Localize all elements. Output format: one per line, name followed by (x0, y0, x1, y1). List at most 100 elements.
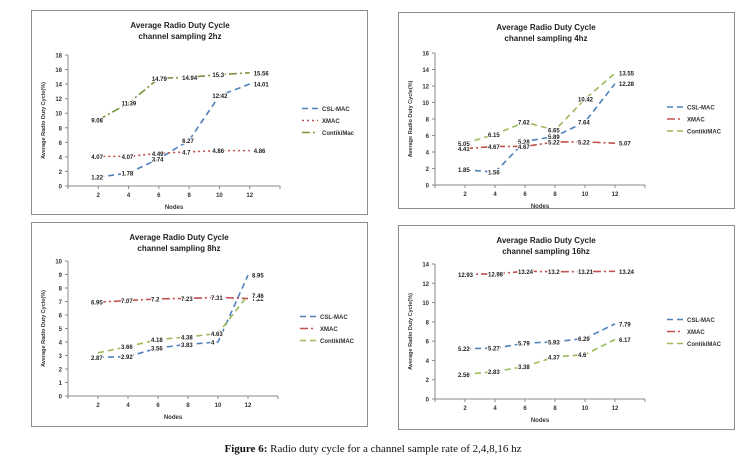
y-tick-label: 14 (422, 263, 429, 269)
data-label: 13.24 (619, 270, 635, 276)
data-label: 10.42 (578, 98, 594, 104)
y-tick-label: 8 (59, 126, 63, 132)
legend-label: CSL-MAC (320, 315, 348, 321)
y-tick-label: 16 (55, 68, 62, 74)
y-tick-label: 12 (55, 97, 62, 103)
chart-subtitle: channel sampling 2hz (138, 32, 221, 41)
x-axis-label: Nodes (531, 418, 550, 424)
legend-label: CSL-MAC (687, 318, 715, 324)
y-tick-label: 14 (55, 83, 62, 89)
y-tick-label: 7 (59, 300, 63, 306)
y-tick-label: 4 (59, 155, 63, 161)
data-label: 4.49 (152, 152, 164, 158)
data-label: 2.87 (91, 356, 103, 362)
data-label: 4.7 (182, 150, 191, 156)
chart-title: Average Radio Duty Cycle (130, 21, 230, 30)
figure-caption-label: Figure 6: (224, 443, 268, 455)
data-label: 6.65 (548, 129, 560, 135)
legend-label: ContikiMAC (320, 339, 355, 345)
y-tick-label: 6 (426, 134, 430, 140)
data-label: 7.46 (252, 294, 264, 300)
legend-label: XMAC (687, 118, 705, 124)
series-line-contikimac (464, 72, 616, 145)
data-label: 6.27 (182, 139, 194, 145)
series-line-contikimac (97, 294, 249, 354)
data-label: 12.28 (619, 82, 635, 88)
y-tick-label: 16 (422, 52, 429, 58)
y-tick-label: 4 (59, 341, 63, 347)
x-tick-label: 4 (127, 193, 131, 199)
data-label: 3.38 (518, 365, 530, 371)
data-label: 4.18 (151, 338, 163, 344)
data-label: 5.28 (518, 140, 530, 146)
x-tick-label: 10 (216, 193, 223, 199)
data-label: 13.21 (578, 270, 594, 276)
series-line-csl-mac (464, 83, 616, 173)
data-label: 4.07 (91, 155, 103, 161)
y-axis-label: Average Radio Duty Cycle(%) (41, 290, 47, 367)
data-label: 12.98 (488, 272, 504, 278)
data-label: 2.83 (488, 370, 500, 376)
data-label: 1.85 (458, 168, 470, 174)
data-label: 7.62 (518, 121, 530, 127)
x-tick-label: 8 (186, 403, 190, 409)
y-tick-label: 0 (426, 398, 430, 404)
data-label: 12.93 (458, 273, 474, 279)
y-tick-label: 2 (426, 378, 430, 384)
data-label: 5.27 (488, 347, 500, 353)
data-label: 5.22 (548, 140, 560, 146)
x-tick-label: 12 (246, 193, 253, 199)
x-axis-label: Nodes (531, 204, 550, 208)
x-tick-label: 2 (96, 403, 100, 409)
series-line-xmac (464, 270, 616, 276)
data-label: 15.56 (254, 71, 270, 77)
y-tick-label: 12 (422, 85, 429, 91)
data-label: 7.22 (252, 297, 264, 303)
data-label: 13.2 (548, 270, 560, 276)
x-tick-label: 10 (215, 403, 222, 409)
data-label: 14.79 (152, 77, 168, 83)
data-label: 4.67 (488, 145, 500, 151)
x-tick-label: 2 (463, 406, 467, 412)
x-tick-label: 10 (582, 192, 589, 198)
data-label: 14.94 (182, 76, 198, 82)
legend-label: ContikiMAC (687, 130, 722, 136)
data-label: 5.89 (548, 135, 560, 141)
y-tick-label: 6 (59, 314, 63, 320)
y-axis-label: Average Radio Duty Cycle(%) (41, 82, 47, 159)
y-tick-label: 6 (59, 141, 63, 147)
data-label: 7.64 (578, 120, 590, 126)
y-tick-label: 5 (59, 327, 63, 333)
legend-label: ContikiMac (322, 131, 355, 137)
x-tick-label: 6 (157, 193, 161, 199)
data-label: 7.07 (121, 299, 133, 305)
data-label: 5.93 (548, 340, 560, 346)
y-tick-label: 1 (59, 381, 63, 387)
legend-label: XMAC (320, 327, 338, 333)
x-tick-label: 8 (553, 192, 557, 198)
x-tick-label: 4 (126, 403, 130, 409)
data-label: 4.86 (212, 149, 224, 155)
series-line-csl-mac (97, 274, 249, 359)
x-tick-label: 4 (493, 192, 497, 198)
data-label: 5.22 (578, 140, 590, 146)
x-tick-label: 12 (612, 406, 619, 412)
chart-title: Average Radio Duty Cycle (496, 23, 596, 32)
data-label: 3.56 (151, 346, 163, 352)
y-tick-label: 3 (59, 354, 63, 360)
x-axis-label: Nodes (164, 415, 183, 421)
x-tick-label: 12 (612, 192, 619, 198)
y-tick-label: 4 (426, 151, 430, 157)
y-tick-label: 10 (422, 101, 429, 107)
chart-title: Average Radio Duty Cycle (496, 236, 596, 245)
data-label: 3.74 (152, 157, 164, 163)
data-label: 13.55 (619, 72, 635, 78)
data-label: 9.08 (91, 118, 103, 124)
x-tick-label: 6 (156, 403, 160, 409)
data-label: 4.37 (548, 355, 560, 361)
x-tick-label: 8 (553, 406, 557, 412)
x-tick-label: 6 (523, 192, 527, 198)
data-label: 6.95 (91, 301, 103, 307)
legend-label: CSL-MAC (322, 107, 350, 113)
y-tick-label: 18 (55, 54, 62, 60)
